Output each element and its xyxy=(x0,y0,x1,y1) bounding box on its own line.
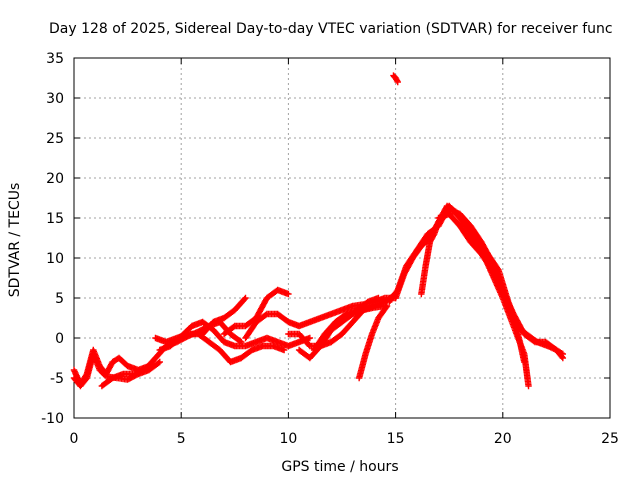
data-point xyxy=(280,346,288,354)
data-point xyxy=(241,295,248,303)
series-track-l xyxy=(355,302,391,382)
chart-title: Day 128 of 2025, Sidereal Day-to-day VTE… xyxy=(49,21,613,37)
y-tick-label: 20 xyxy=(46,171,64,187)
y-tick-label: 30 xyxy=(46,91,64,107)
series-track-f xyxy=(199,294,249,338)
data-point xyxy=(521,358,528,366)
data-point xyxy=(285,290,292,298)
series-track-k xyxy=(310,294,382,354)
data-point xyxy=(394,78,401,86)
data-point xyxy=(525,382,532,390)
data-point xyxy=(306,334,314,342)
plot-frame xyxy=(73,57,611,419)
y-tick-label: 15 xyxy=(46,211,64,227)
data-point xyxy=(156,358,163,366)
series-track-e xyxy=(156,318,314,354)
x-tick-label: 15 xyxy=(387,431,405,447)
series-track-m xyxy=(385,202,532,390)
data-point xyxy=(382,304,390,311)
data-point xyxy=(375,294,382,302)
y-tick-label: -10 xyxy=(41,411,64,427)
series-outlier xyxy=(390,72,401,86)
data-point xyxy=(242,294,249,302)
x-tick-label: 25 xyxy=(601,431,619,447)
data-point xyxy=(383,302,391,310)
y-tick-label: -5 xyxy=(50,371,64,387)
x-tick-label: 10 xyxy=(279,431,297,447)
y-tick-label: 25 xyxy=(46,131,64,147)
y-tick-label: 5 xyxy=(55,291,64,307)
y-axis-label: SDTVAR / TECUs xyxy=(7,183,23,298)
series-track-p xyxy=(435,210,528,366)
data-point xyxy=(393,77,401,84)
y-tick-label: 10 xyxy=(46,251,64,267)
y-tick-label: 35 xyxy=(46,51,64,67)
y-tick-label: 0 xyxy=(55,331,64,347)
data-point xyxy=(155,359,162,367)
data-layer xyxy=(70,72,567,390)
x-tick-label: 0 xyxy=(70,431,79,447)
tick-layer: -10 -5 0 5 10 15 20 25 30 35 0 5 10 15 20 25 xyxy=(41,51,619,447)
x-tick-label: 5 xyxy=(177,431,186,447)
x-tick-label: 20 xyxy=(494,431,512,447)
data-point xyxy=(559,354,567,362)
data-point xyxy=(558,353,566,361)
x-axis-label: GPS time / hours xyxy=(281,459,398,475)
series-track-n xyxy=(392,206,567,358)
